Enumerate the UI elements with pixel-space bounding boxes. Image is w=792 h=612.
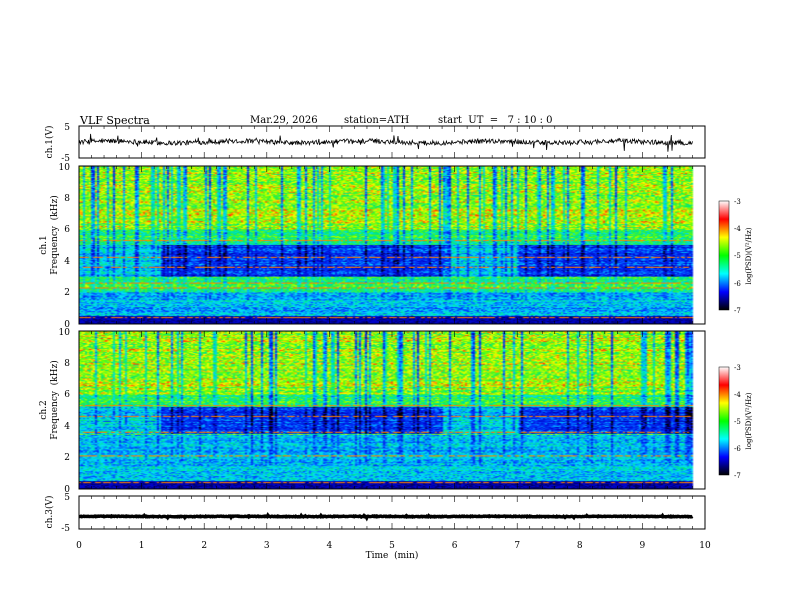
ch1-ytick-10: 10 [59,163,71,173]
ch2-ytick-6: 6 [64,390,70,400]
ch1-waveform-ticks [78,126,706,158]
start-time-label: start UT = 7 : 10 : 0 [438,115,553,126]
ch1-ytick-6: 6 [64,225,70,235]
ch2-spectrogram-ticks [78,331,706,489]
ch1-ytick-8: 8 [64,194,70,204]
ch3-ytick-bottom: -5 [61,524,70,534]
figure-title: VLF Spectra [79,114,150,127]
xtick-2: 2 [201,541,207,551]
ch2-colorbar-gradient [718,366,730,476]
xtick-9: 9 [640,541,646,551]
ch2-ytick-8: 8 [64,359,70,369]
ch1-colorbar: -3 -4 -5 -6 -7 log(PSD)(V²/Hz) [718,198,753,315]
ch2-spectrogram-panel: 0 2 4 6 8 10 ch.2 Frequency (kHz) [39,328,706,495]
ch1-colorbar-label: log(PSD)(V²/Hz) [745,227,753,284]
ch2-ytick-2: 2 [64,453,70,463]
ch1-spectrogram-image [79,166,705,324]
ch2-spectrogram-ylabel-channel: ch.2 [39,400,49,419]
ch2-colorbar-tick-m3: -3 [734,364,741,372]
ch1-colorbar-tick-m5: -5 [734,252,741,260]
xtick-7: 7 [514,541,520,551]
ch1-waveform-panel: 5 -5 ch.1(V) [44,123,706,164]
ch1-colorbar-gradient [718,200,730,311]
xtick-5: 5 [389,541,395,551]
xtick-8: 8 [577,541,583,551]
ch2-colorbar: -3 -4 -5 -6 -7 log(PSD)(V²/Hz) [718,364,753,480]
ch2-freq-ticks: 0 2 4 6 8 10 [59,328,71,495]
xtick-4: 4 [327,541,333,551]
ch2-colorbar-tick-m4: -4 [734,391,741,399]
ch1-freq-ticks: 0 2 4 6 8 10 [59,163,71,330]
ch1-ytick-0: 0 [64,320,70,330]
xtick-1: 1 [139,541,145,551]
ch2-ytick-10: 10 [59,328,71,338]
ch1-waveform-ylabel: ch.1(V) [44,126,55,159]
xtick-10: 10 [699,541,711,551]
ch3-waveform-ylabel: ch.3(V) [44,496,55,529]
date-label: Mar.29, 2026 [250,115,318,126]
ch2-ytick-4: 4 [64,422,70,432]
x-axis-label: Time (min) [366,550,419,561]
ch1-colorbar-tick-m6: -6 [734,280,741,288]
ch1-colorbar-tick-m3: -3 [734,198,741,206]
ch3-waveform-trace [79,511,694,522]
xtick-3: 3 [264,541,270,551]
xtick-6: 6 [452,541,458,551]
ch1-colorbar-tick-m7: -7 [734,307,741,315]
ch2-spectrogram-image [79,331,705,489]
ch1-spectrogram-ylabel-channel: ch.1 [39,235,49,254]
ch2-colorbar-tick-m6: -6 [734,445,741,453]
ch3-waveform-ticks [78,496,706,529]
ch2-spectrogram-ylabel-frequency: Frequency (kHz) [49,360,60,439]
ch1-waveform-trace [78,133,693,152]
ch2-colorbar-tick-m5: -5 [734,418,741,426]
station-label: station=ATH [344,115,410,126]
ch1-colorbar-tick-m4: -4 [734,225,741,233]
ch1-spectrogram-panel: 0 2 4 6 8 10 ch.1 Frequency (kHz) [39,163,706,330]
ch1-spectrogram-ylabel-frequency: Frequency (kHz) [49,195,60,274]
ch1-ytick-bottom: -5 [61,154,70,164]
ch2-colorbar-tick-m7: -7 [734,472,741,480]
ch3-waveform-panel: 5 -5 ch.3(V) [44,493,706,534]
ch2-ytick-0: 0 [64,485,70,495]
time-axis: 0 1 2 3 4 5 6 7 8 9 10 Time (min) [76,541,711,561]
xtick-0: 0 [76,541,82,551]
ch1-spectrogram-ticks [78,166,706,324]
ch2-colorbar-label: log(PSD)(V²/Hz) [745,392,753,449]
ch1-ytick-top: 5 [64,123,70,133]
ch3-ytick-top: 5 [64,493,70,503]
ch1-ytick-4: 4 [64,257,70,267]
ch1-ytick-2: 2 [64,288,70,298]
